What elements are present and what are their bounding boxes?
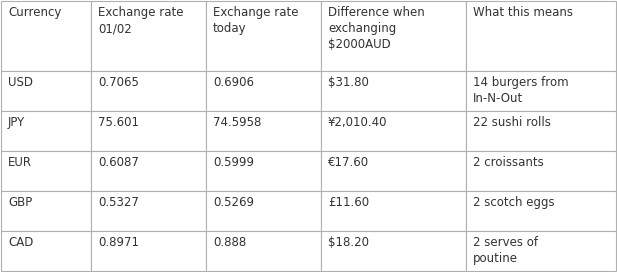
- Bar: [1, 111, 91, 151]
- Text: 74.5958: 74.5958: [213, 116, 262, 129]
- Text: €17.60: €17.60: [328, 156, 369, 169]
- Bar: [1, 71, 91, 111]
- Bar: [91, 231, 206, 271]
- Text: 0.6087: 0.6087: [98, 156, 139, 169]
- Text: 0.888: 0.888: [213, 236, 246, 249]
- Bar: [321, 231, 466, 271]
- Text: 0.6906: 0.6906: [213, 76, 254, 89]
- Text: Exchange rate
today: Exchange rate today: [213, 6, 299, 35]
- Bar: [321, 111, 466, 151]
- Text: 2 croissants: 2 croissants: [473, 156, 544, 169]
- Text: Currency: Currency: [8, 6, 61, 19]
- Text: 0.5327: 0.5327: [98, 196, 139, 209]
- Bar: [206, 111, 321, 151]
- Text: 2 scotch eggs: 2 scotch eggs: [473, 196, 555, 209]
- Bar: [91, 1, 206, 71]
- Text: GBP: GBP: [8, 196, 32, 209]
- Bar: [321, 71, 466, 111]
- Bar: [466, 111, 616, 151]
- Bar: [321, 151, 466, 191]
- Text: $18.20: $18.20: [328, 236, 369, 249]
- Text: 14 burgers from
In-N-Out: 14 burgers from In-N-Out: [473, 76, 569, 105]
- Bar: [91, 71, 206, 111]
- Bar: [1, 231, 91, 271]
- Bar: [206, 1, 321, 71]
- Text: 0.7065: 0.7065: [98, 76, 139, 89]
- Bar: [321, 1, 466, 71]
- Bar: [466, 151, 616, 191]
- Bar: [466, 71, 616, 111]
- Bar: [206, 151, 321, 191]
- Text: EUR: EUR: [8, 156, 32, 169]
- Bar: [206, 231, 321, 271]
- Bar: [91, 151, 206, 191]
- Text: 2 serves of
poutine: 2 serves of poutine: [473, 236, 538, 265]
- Text: ¥2,010.40: ¥2,010.40: [328, 116, 387, 129]
- Bar: [206, 191, 321, 231]
- Bar: [1, 191, 91, 231]
- Text: What this means: What this means: [473, 6, 573, 19]
- Bar: [1, 151, 91, 191]
- Text: USD: USD: [8, 76, 33, 89]
- Text: Exchange rate
01/02: Exchange rate 01/02: [98, 6, 183, 35]
- Text: 0.5269: 0.5269: [213, 196, 254, 209]
- Text: JPY: JPY: [8, 116, 25, 129]
- Bar: [206, 71, 321, 111]
- Text: 75.601: 75.601: [98, 116, 139, 129]
- Text: 0.8971: 0.8971: [98, 236, 139, 249]
- Text: $31.80: $31.80: [328, 76, 369, 89]
- Bar: [91, 111, 206, 151]
- Bar: [91, 191, 206, 231]
- Text: Difference when
exchanging
$2000AUD: Difference when exchanging $2000AUD: [328, 6, 424, 51]
- Text: 22 sushi rolls: 22 sushi rolls: [473, 116, 551, 129]
- Bar: [466, 191, 616, 231]
- Text: 0.5999: 0.5999: [213, 156, 254, 169]
- Bar: [466, 231, 616, 271]
- Text: £11.60: £11.60: [328, 196, 369, 209]
- Bar: [1, 1, 91, 71]
- Bar: [321, 191, 466, 231]
- Text: CAD: CAD: [8, 236, 33, 249]
- Bar: [466, 1, 616, 71]
